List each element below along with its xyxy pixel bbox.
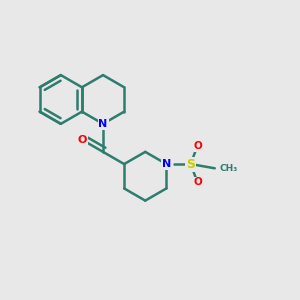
Text: S: S bbox=[186, 158, 195, 171]
Text: CH₃: CH₃ bbox=[219, 164, 238, 173]
Text: N: N bbox=[162, 159, 171, 169]
Text: O: O bbox=[193, 177, 202, 188]
Text: N: N bbox=[98, 119, 108, 129]
Text: O: O bbox=[77, 135, 87, 145]
Text: O: O bbox=[193, 141, 202, 151]
